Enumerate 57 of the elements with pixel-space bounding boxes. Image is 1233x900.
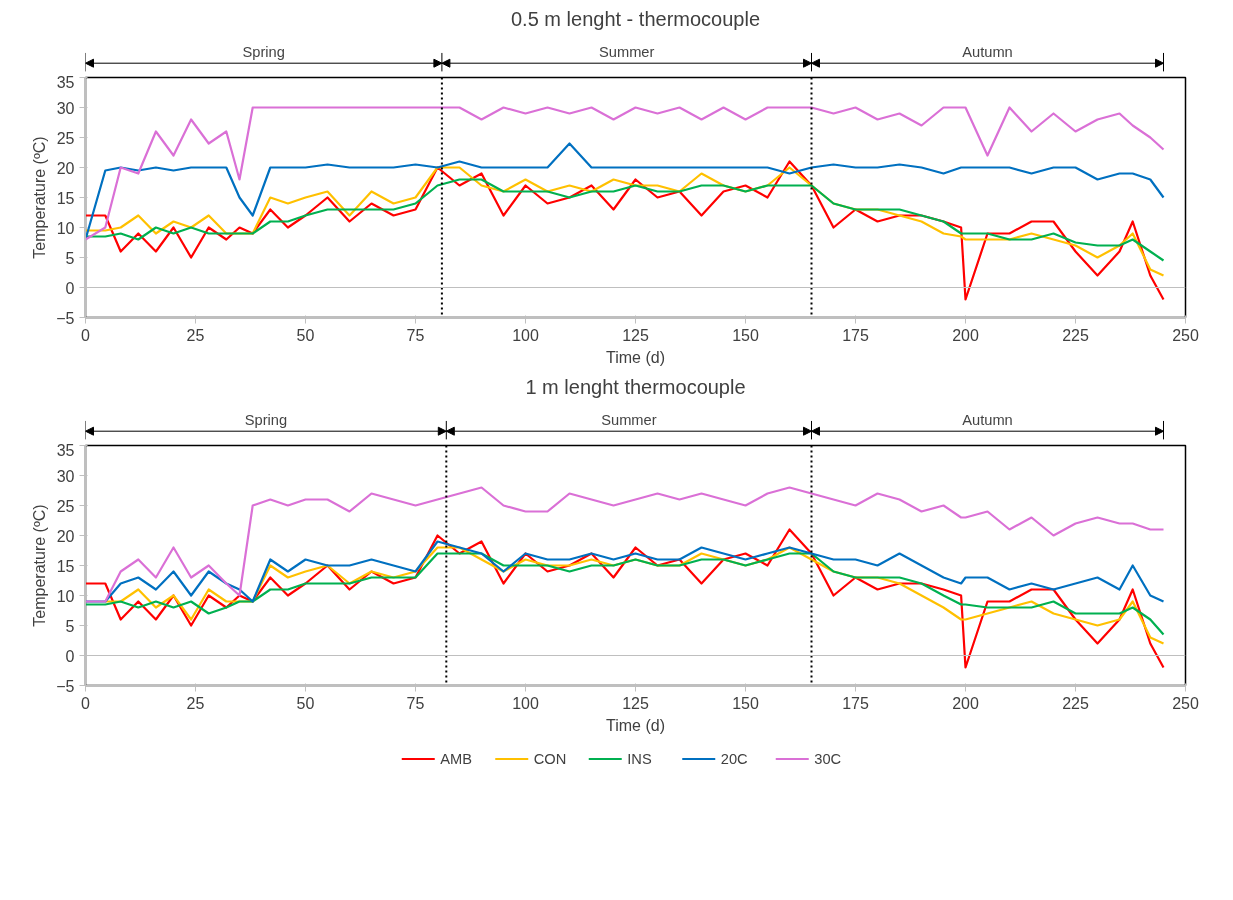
x-tick-label: 0	[81, 326, 91, 344]
text: Summer	[601, 411, 657, 428]
y-tick-label: 35	[56, 73, 75, 91]
y-tick-label: 10	[56, 219, 75, 237]
x-tick-label: 175	[842, 326, 869, 344]
x-tick-label: 25	[186, 694, 205, 712]
legend-label: 20C	[720, 751, 749, 767]
text: Spring	[242, 43, 285, 60]
x-axis-title: Time (d)	[606, 716, 665, 734]
y-tick-label: 20	[56, 159, 75, 177]
y-tick-label: 5	[65, 249, 75, 267]
x-tick-label: 75	[406, 326, 425, 344]
text: Summer	[599, 43, 655, 60]
legend-label: 30C	[814, 751, 842, 767]
x-tick-label: 125	[622, 694, 649, 712]
x-tick-label: 150	[732, 326, 759, 344]
y-tick-label: 20	[56, 527, 75, 545]
x-tick-label: 125	[622, 326, 649, 344]
legend-label: AMB	[440, 751, 473, 767]
y-axis-title: Temperature (ºC)	[31, 136, 49, 259]
y-tick-label: 0	[65, 647, 75, 665]
y-tick-label: 0	[65, 279, 75, 297]
y-tick-label: −5	[56, 677, 75, 695]
y-axis-title: Temperature (ºC)	[31, 504, 49, 627]
y-tick-label: 35	[56, 441, 75, 459]
text: Spring	[244, 411, 288, 428]
x-tick-label: 225	[1062, 326, 1089, 344]
y-tick-label: 25	[56, 497, 75, 515]
y-tick-label: 15	[56, 189, 75, 207]
text: Autumn	[962, 411, 1013, 428]
x-tick-label: 250	[1172, 694, 1199, 712]
y-tick-label: −5	[56, 309, 75, 327]
text: Autumn	[962, 43, 1013, 60]
x-tick-label: 100	[512, 694, 539, 712]
y-tick-label: 15	[56, 557, 75, 575]
y-tick-label: 5	[65, 617, 75, 635]
x-tick-label: 75	[406, 694, 425, 712]
chart-title: 1 m lenght thermocouple	[525, 375, 746, 398]
x-tick-label: 175	[842, 694, 869, 712]
x-tick-label: 200	[952, 694, 979, 712]
x-tick-label: 150	[732, 694, 759, 712]
y-tick-label: 10	[56, 587, 75, 605]
x-tick-label: 0	[81, 694, 91, 712]
x-tick-label: 25	[186, 326, 205, 344]
legend-label: INS	[627, 751, 652, 767]
y-tick-label: 30	[56, 99, 75, 117]
x-tick-label: 50	[296, 326, 315, 344]
y-tick-label: 25	[56, 129, 75, 147]
legend-label: CON	[533, 751, 567, 767]
x-axis-title: Time (d)	[606, 348, 665, 366]
y-tick-label: 30	[56, 467, 75, 485]
x-tick-label: 100	[512, 326, 539, 344]
x-tick-label: 50	[296, 694, 315, 712]
x-tick-label: 200	[952, 326, 979, 344]
x-tick-label: 250	[1172, 326, 1199, 344]
chart-title: 0.5 m lenght - thermocouple	[510, 7, 761, 30]
x-tick-label: 225	[1062, 694, 1089, 712]
